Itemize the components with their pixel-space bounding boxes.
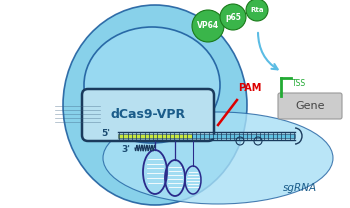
Text: Gene: Gene — [295, 101, 325, 111]
Bar — [192, 134, 295, 138]
Text: Rta: Rta — [250, 7, 264, 13]
Text: dCas9-VPR: dCas9-VPR — [111, 109, 186, 121]
Circle shape — [246, 0, 268, 21]
Text: p65: p65 — [225, 12, 241, 21]
FancyBboxPatch shape — [82, 89, 214, 141]
Text: VP64: VP64 — [197, 21, 219, 31]
Ellipse shape — [63, 5, 247, 205]
Text: 5': 5' — [101, 129, 110, 137]
Ellipse shape — [84, 27, 220, 143]
Circle shape — [192, 10, 224, 42]
Bar — [118, 134, 192, 138]
Circle shape — [220, 4, 246, 30]
Text: 3': 3' — [121, 146, 130, 155]
FancyBboxPatch shape — [278, 93, 342, 119]
Ellipse shape — [103, 112, 333, 204]
Text: PAM: PAM — [238, 83, 261, 93]
Text: sgRNA: sgRNA — [283, 183, 317, 193]
Text: TSS: TSS — [292, 79, 306, 88]
